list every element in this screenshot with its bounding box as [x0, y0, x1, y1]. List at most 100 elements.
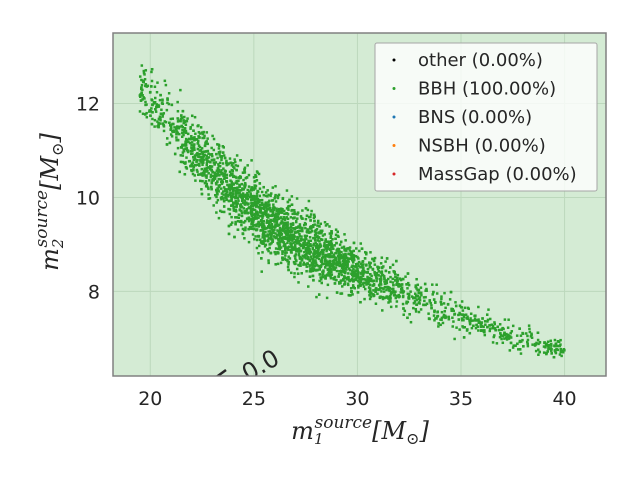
- data-point: [194, 132, 197, 136]
- data-point: [377, 270, 381, 273]
- data-point: [246, 188, 249, 192]
- data-point: [324, 266, 327, 269]
- data-point: [186, 117, 189, 120]
- data-point: [288, 257, 292, 260]
- legend-marker: [392, 144, 396, 147]
- data-point: [223, 177, 226, 180]
- data-point: [335, 261, 338, 264]
- data-point: [371, 257, 374, 261]
- data-point: [350, 250, 353, 253]
- data-point: [296, 230, 300, 233]
- data-point: [269, 251, 272, 255]
- data-point: [400, 283, 404, 286]
- data-point: [140, 91, 143, 94]
- data-point: [308, 227, 312, 230]
- data-point: [285, 251, 288, 254]
- data-point: [345, 249, 348, 252]
- data-point: [250, 211, 254, 214]
- data-point: [358, 282, 362, 286]
- data-point: [275, 221, 279, 224]
- data-point: [150, 85, 153, 88]
- data-point: [279, 246, 283, 249]
- data-point: [287, 233, 290, 237]
- data-point: [351, 259, 354, 262]
- data-point: [246, 211, 249, 215]
- data-point: [185, 156, 188, 159]
- data-point: [263, 227, 266, 231]
- data-point: [394, 296, 398, 300]
- data-point: [379, 286, 382, 290]
- data-point: [359, 300, 362, 304]
- data-point: [267, 193, 270, 197]
- data-point: [464, 313, 468, 316]
- data-point: [276, 215, 279, 219]
- data-point: [207, 156, 211, 159]
- data-point: [359, 275, 362, 279]
- data-point: [395, 259, 398, 263]
- data-point: [274, 193, 277, 197]
- data-point: [193, 143, 196, 146]
- data-point: [377, 274, 380, 277]
- data-point: [199, 149, 203, 152]
- data-point: [444, 306, 447, 310]
- data-point: [220, 155, 224, 158]
- data-point: [493, 327, 497, 330]
- data-point: [491, 341, 495, 344]
- data-point: [282, 241, 286, 244]
- data-point: [212, 137, 216, 141]
- data-point: [162, 123, 165, 127]
- data-point: [238, 183, 241, 187]
- data-point: [328, 225, 331, 228]
- data-point: [244, 193, 248, 197]
- data-point: [184, 165, 188, 169]
- data-point: [280, 211, 284, 214]
- data-point: [224, 194, 227, 198]
- data-point: [259, 214, 262, 218]
- data-point: [286, 248, 290, 251]
- data-point: [440, 295, 443, 298]
- data-point: [166, 101, 169, 105]
- data-point: [386, 286, 390, 290]
- data-point: [359, 265, 362, 269]
- data-point: [315, 246, 318, 249]
- data-point: [361, 274, 365, 277]
- data-point: [144, 83, 148, 86]
- data-point: [342, 277, 345, 281]
- data-point: [145, 111, 148, 115]
- data-point: [298, 247, 301, 250]
- data-point: [292, 234, 295, 238]
- data-point: [278, 226, 282, 230]
- data-point: [222, 205, 226, 208]
- legend-label: MassGap (0.00%): [418, 164, 577, 185]
- data-point: [274, 200, 278, 203]
- data-point: [351, 275, 355, 278]
- data-point: [312, 216, 316, 220]
- data-point: [207, 152, 210, 155]
- data-point: [250, 186, 254, 189]
- data-point: [298, 223, 302, 226]
- data-point: [326, 240, 330, 243]
- data-point: [255, 170, 259, 173]
- data-point: [348, 249, 352, 252]
- data-point: [321, 252, 325, 256]
- data-point: [297, 240, 301, 244]
- data-point: [253, 200, 256, 204]
- data-point: [178, 132, 181, 136]
- data-point: [309, 244, 313, 248]
- data-point: [406, 316, 409, 320]
- data-point: [237, 213, 241, 217]
- data-point: [325, 249, 328, 253]
- data-point: [225, 180, 229, 183]
- data-point: [323, 241, 326, 245]
- data-point: [385, 257, 389, 260]
- data-point: [428, 299, 432, 302]
- data-point: [216, 167, 220, 170]
- data-point: [394, 290, 397, 293]
- data-point: [542, 345, 546, 348]
- data-point: [285, 212, 289, 215]
- data-point: [351, 273, 355, 276]
- data-point: [322, 262, 325, 266]
- data-point: [281, 258, 284, 261]
- data-point: [286, 236, 290, 239]
- data-point: [349, 257, 352, 260]
